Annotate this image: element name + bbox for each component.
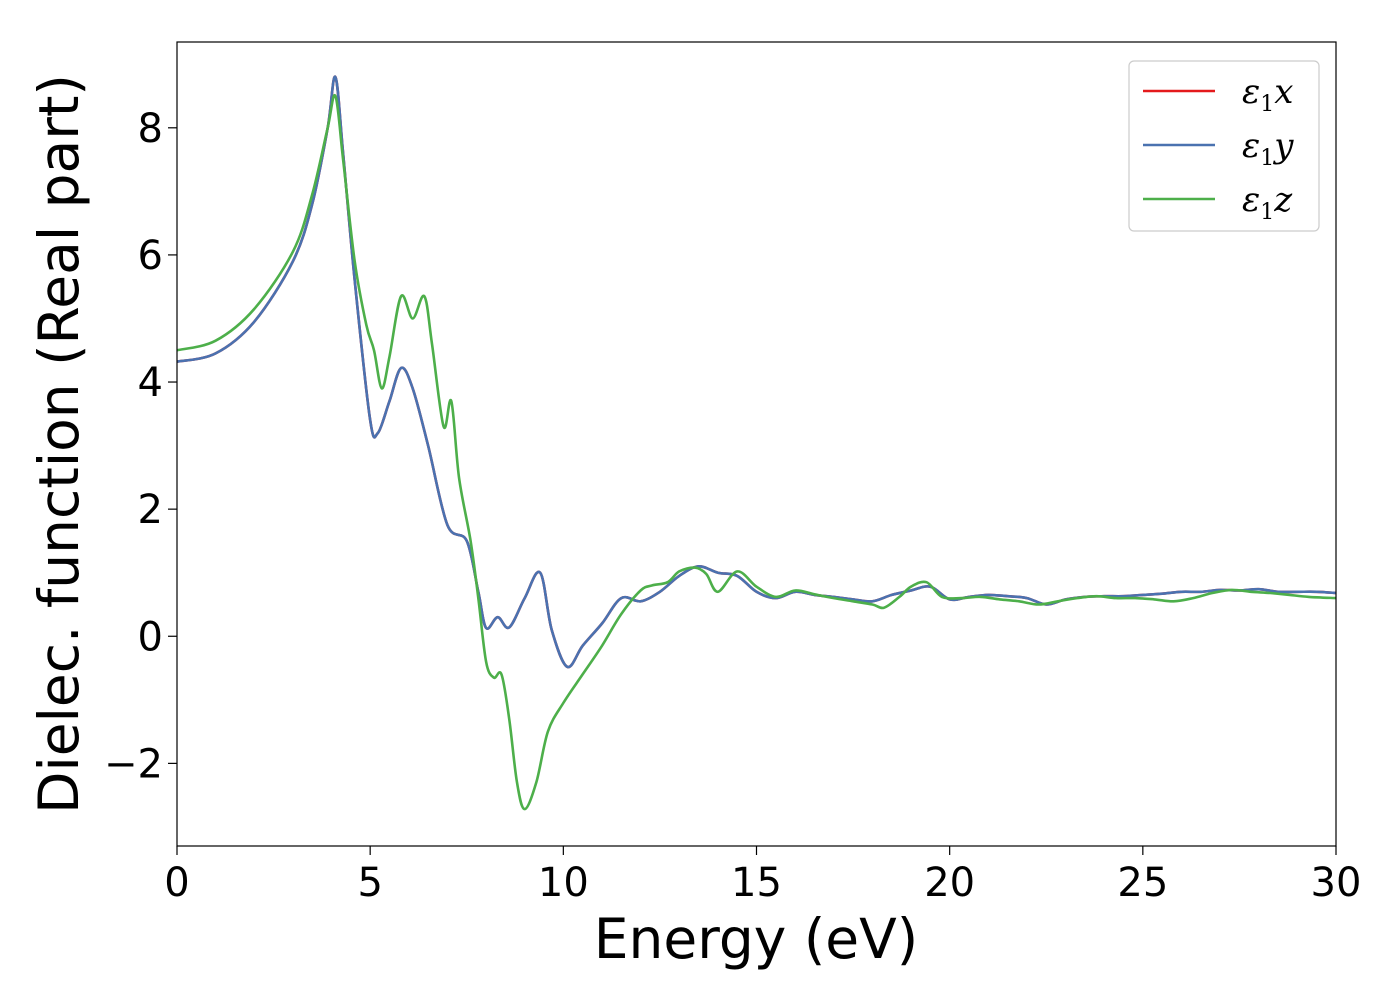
legend-entry-z: ε1z: [1242, 180, 1293, 225]
x-tick-label: 0: [164, 860, 189, 906]
x-tick-label: 25: [1117, 860, 1168, 906]
y-tick-label: −2: [104, 741, 163, 787]
legend-entry-y: ε1y: [1242, 126, 1294, 171]
x-axis-title: Energy (eV): [594, 907, 918, 971]
plot-area: [177, 75, 1336, 811]
x-tick-label: 15: [731, 860, 782, 906]
legend: ε1x ε1y ε1z: [1128, 60, 1320, 232]
legend-entry-x: ε1x: [1242, 72, 1293, 117]
y-tick-label: 6: [138, 233, 163, 279]
x-tick-label: 10: [538, 860, 589, 906]
axes: 0 5 10 15 20 25 30 −2 0 2 4 6 8: [104, 41, 1362, 906]
x-tick-label: 5: [357, 860, 382, 906]
x-tick-label: 20: [924, 860, 975, 906]
y-tick-label: 4: [138, 360, 163, 406]
y-tick-label: 8: [138, 106, 163, 152]
series-line-z: [177, 93, 1336, 811]
y-axis-title: Dielec. function (Real part): [27, 74, 91, 814]
y-tick-label: 0: [138, 614, 163, 660]
series-line-y: [177, 75, 1336, 669]
y-tick-label: 2: [138, 487, 163, 533]
x-tick-label: 30: [1311, 860, 1362, 906]
legend-box: [1128, 60, 1320, 232]
